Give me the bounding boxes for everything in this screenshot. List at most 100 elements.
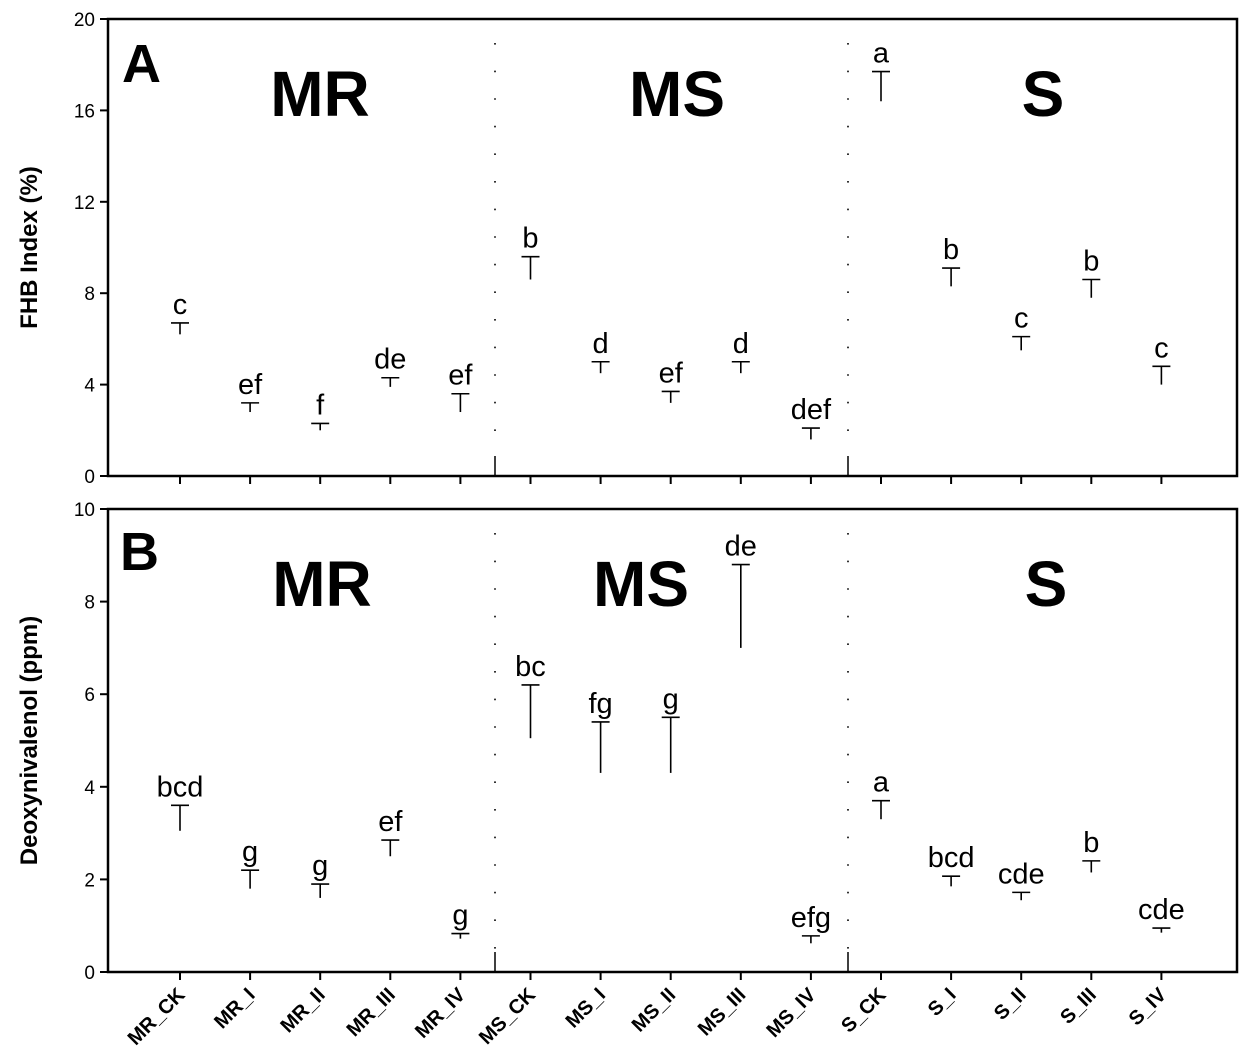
significance-letter: de	[374, 344, 406, 376]
significance-letter: b	[1083, 245, 1099, 277]
data-point: de	[374, 344, 406, 387]
x-tick-label: MR_I	[210, 984, 259, 1033]
group-label-s: S	[1022, 58, 1065, 130]
significance-letter: d	[593, 328, 609, 360]
significance-letter: bcd	[928, 842, 975, 874]
y-tick-label: 16	[74, 101, 95, 122]
y-axis-label: Deoxynivalenol (ppm)	[16, 616, 43, 865]
data-point: b	[1082, 827, 1101, 873]
significance-letter: a	[873, 767, 890, 799]
significance-letter: g	[663, 683, 679, 715]
significance-letter: c	[1154, 332, 1169, 364]
significance-letter: g	[452, 900, 468, 932]
significance-letter: cde	[998, 858, 1045, 890]
significance-letter: bcd	[157, 771, 204, 803]
y-tick-label: 2	[84, 870, 95, 891]
significance-letter: d	[733, 328, 749, 360]
group-label-mr: MR	[272, 548, 372, 620]
data-point: ef	[378, 806, 403, 857]
group-label-s: S	[1025, 548, 1068, 620]
plot-frame	[106, 507, 1239, 974]
significance-letter: cde	[1138, 894, 1185, 926]
significance-letter: ef	[238, 369, 263, 401]
x-tick-label: MS_IV	[762, 984, 820, 1042]
data-point: ef	[659, 357, 684, 403]
data-point: g	[451, 900, 470, 939]
data-point: c	[1012, 303, 1031, 351]
group-label-mr: MR	[270, 58, 370, 130]
y-tick-label: 4	[84, 376, 95, 397]
x-tick-label: MR_III	[343, 984, 400, 1041]
data-point: g	[311, 850, 330, 898]
data-point: a	[872, 767, 890, 820]
significance-letter: bc	[515, 651, 546, 683]
y-tick-label: 8	[84, 284, 95, 305]
significance-letter: de	[725, 531, 757, 563]
significance-letter: g	[242, 836, 258, 868]
y-tick-label: 6	[84, 685, 95, 706]
y-tick-label: 8	[84, 593, 95, 614]
group-label-ms: MS	[593, 548, 689, 620]
y-tick-label: 0	[84, 467, 95, 488]
x-tick-label: MR_II	[276, 984, 329, 1037]
y-tick-label: 10	[74, 500, 95, 521]
y-tick-label: 0	[84, 963, 95, 984]
data-point: efg	[791, 902, 831, 944]
data-point: c	[171, 289, 189, 335]
data-point: g	[241, 836, 260, 889]
data-point: cde	[998, 858, 1045, 901]
group-label-ms: MS	[629, 58, 725, 130]
data-point: f	[311, 389, 330, 431]
data-point: g	[661, 683, 680, 773]
y-tick-label: 20	[74, 10, 95, 31]
significance-letter: g	[312, 850, 328, 882]
x-tick-label: MS_II	[628, 984, 681, 1037]
significance-letter: b	[522, 223, 538, 255]
data-point: bc	[515, 651, 546, 739]
significance-letter: c	[1014, 303, 1029, 335]
y-tick-label: 12	[74, 193, 95, 214]
significance-letter: def	[791, 394, 832, 426]
y-tick-label: 4	[84, 778, 95, 799]
x-tick-label: S_III	[1056, 984, 1101, 1029]
data-point: d	[731, 328, 750, 374]
plot-frame	[106, 17, 1239, 478]
data-point: de	[725, 531, 757, 648]
significance-letter: fg	[589, 688, 613, 720]
data-point: bcd	[928, 842, 975, 887]
significance-letter: b	[1083, 827, 1099, 859]
data-point: c	[1152, 332, 1171, 385]
data-point: ef	[448, 360, 473, 413]
significance-letter: b	[943, 234, 959, 266]
x-tick-label: MS_CK	[475, 984, 540, 1049]
x-tick-label: MR_IV	[411, 984, 470, 1043]
data-point: d	[591, 328, 610, 374]
significance-letter: c	[173, 289, 188, 321]
data-point: b	[942, 234, 961, 287]
data-point: cde	[1138, 894, 1185, 933]
x-tick-label: MS_I	[562, 984, 611, 1033]
data-point: b	[521, 223, 540, 280]
x-tick-label: S_IV	[1125, 984, 1172, 1031]
significance-letter: efg	[791, 902, 831, 934]
data-point: fg	[589, 688, 613, 773]
y-axis-label: FHB Index (%)	[16, 166, 43, 329]
x-tick-label: S_II	[990, 984, 1031, 1025]
data-point: def	[791, 394, 832, 440]
x-tick-label: MR_CK	[124, 984, 190, 1050]
significance-letter: ef	[448, 360, 473, 392]
significance-letter: a	[873, 38, 890, 70]
x-tick-label: S_CK	[837, 984, 891, 1038]
significance-letter: f	[316, 389, 325, 421]
x-tick-label: S_I	[924, 984, 961, 1021]
panel-letter: A	[122, 34, 161, 94]
significance-letter: ef	[378, 806, 403, 838]
x-tick-label: MS_III	[694, 984, 750, 1040]
data-point: ef	[238, 369, 263, 413]
significance-letter: ef	[659, 357, 684, 389]
data-point: b	[1082, 245, 1101, 298]
data-point: bcd	[157, 771, 204, 831]
